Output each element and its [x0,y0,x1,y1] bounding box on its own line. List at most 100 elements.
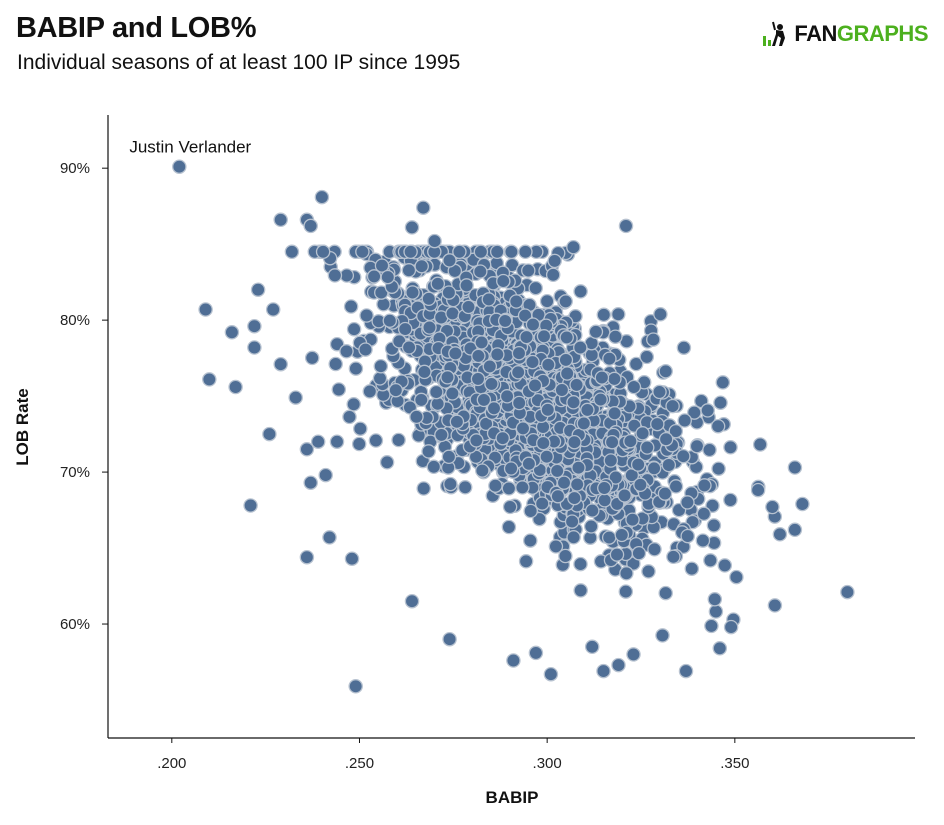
data-point [496,273,511,289]
data-point [626,647,641,662]
data-point [689,438,705,454]
data-point [695,533,711,548]
data-point [631,545,647,561]
data-point [518,244,533,260]
data-point [416,200,431,215]
data-point [523,533,538,548]
data-point [712,641,728,656]
data-point [470,371,486,387]
y-tick-label: 70% [60,464,90,481]
data-point [488,478,503,493]
data-point [401,340,417,355]
data-point [618,584,634,599]
data-point [626,379,642,395]
data-point [475,463,490,478]
data-point [484,376,499,392]
data-point [729,569,744,585]
data-point [414,392,429,408]
data-point [604,434,620,450]
x-tick-label: .350 [720,755,749,772]
data-point [567,490,582,506]
data-point [525,317,541,332]
data-point [539,293,555,309]
data-point [543,666,559,682]
data-point [710,418,726,434]
data-point [511,395,527,411]
chart-title: BABIP and LOB% [16,12,257,44]
data-point [511,345,527,361]
data-point [391,432,406,448]
data-point [172,159,187,174]
data-point [623,433,638,449]
data-point [630,457,646,472]
data-point [597,493,612,508]
data-point [767,598,783,613]
data-point [528,645,544,661]
data-point [409,409,424,425]
data-point [628,356,644,372]
data-point [473,264,488,279]
data-point [635,426,650,441]
data-point [346,321,362,337]
annotation-layer: Justin Verlander [129,138,251,157]
data-point [611,657,626,673]
data-point [495,430,510,446]
data-point [366,269,382,284]
data-point [573,556,588,572]
data-point [603,453,619,468]
data-point [650,416,665,432]
data-point [566,239,581,255]
data-point [452,244,467,260]
data-point [523,503,538,519]
data-point [752,437,768,452]
data-point [310,434,326,449]
data-point [346,397,361,412]
data-point [502,499,518,515]
data-point [445,386,460,401]
data-point [380,269,396,285]
data-point [657,486,673,501]
points-layer [172,159,855,694]
data-point [607,371,622,387]
data-point [344,551,360,566]
data-point [558,294,573,309]
data-point [655,628,670,643]
data-point [441,449,457,465]
data-point [539,449,554,464]
data-point [348,679,363,694]
data-point [680,495,695,510]
data-point [374,258,390,273]
data-point [351,436,367,452]
data-point [448,346,463,361]
data-point [416,481,431,496]
data-point [348,361,364,376]
data-point [534,496,550,511]
data-point [676,340,692,355]
data-point [652,384,667,400]
y-tick-label: 60% [60,616,90,633]
data-point [481,292,497,307]
y-axis-title: LOB Rate [13,388,32,465]
data-point [288,390,303,405]
data-point [471,348,486,364]
data-point [684,561,700,576]
batter-icon [763,21,786,46]
data-point [515,480,530,495]
data-point [708,604,724,619]
data-point [723,492,738,508]
data-point [548,539,564,554]
data-point [331,382,347,397]
data-point [678,663,694,679]
data-point [404,220,420,235]
data-point [388,382,404,398]
data-point [609,547,625,562]
x-axis-title: BABIP [486,788,539,807]
x-tick-label: .250 [345,755,374,772]
data-point [765,499,780,515]
data-point [601,530,617,545]
data-point [368,433,384,448]
data-point [717,558,733,573]
data-point [303,218,318,234]
data-point [303,475,318,490]
data-point [434,427,449,443]
